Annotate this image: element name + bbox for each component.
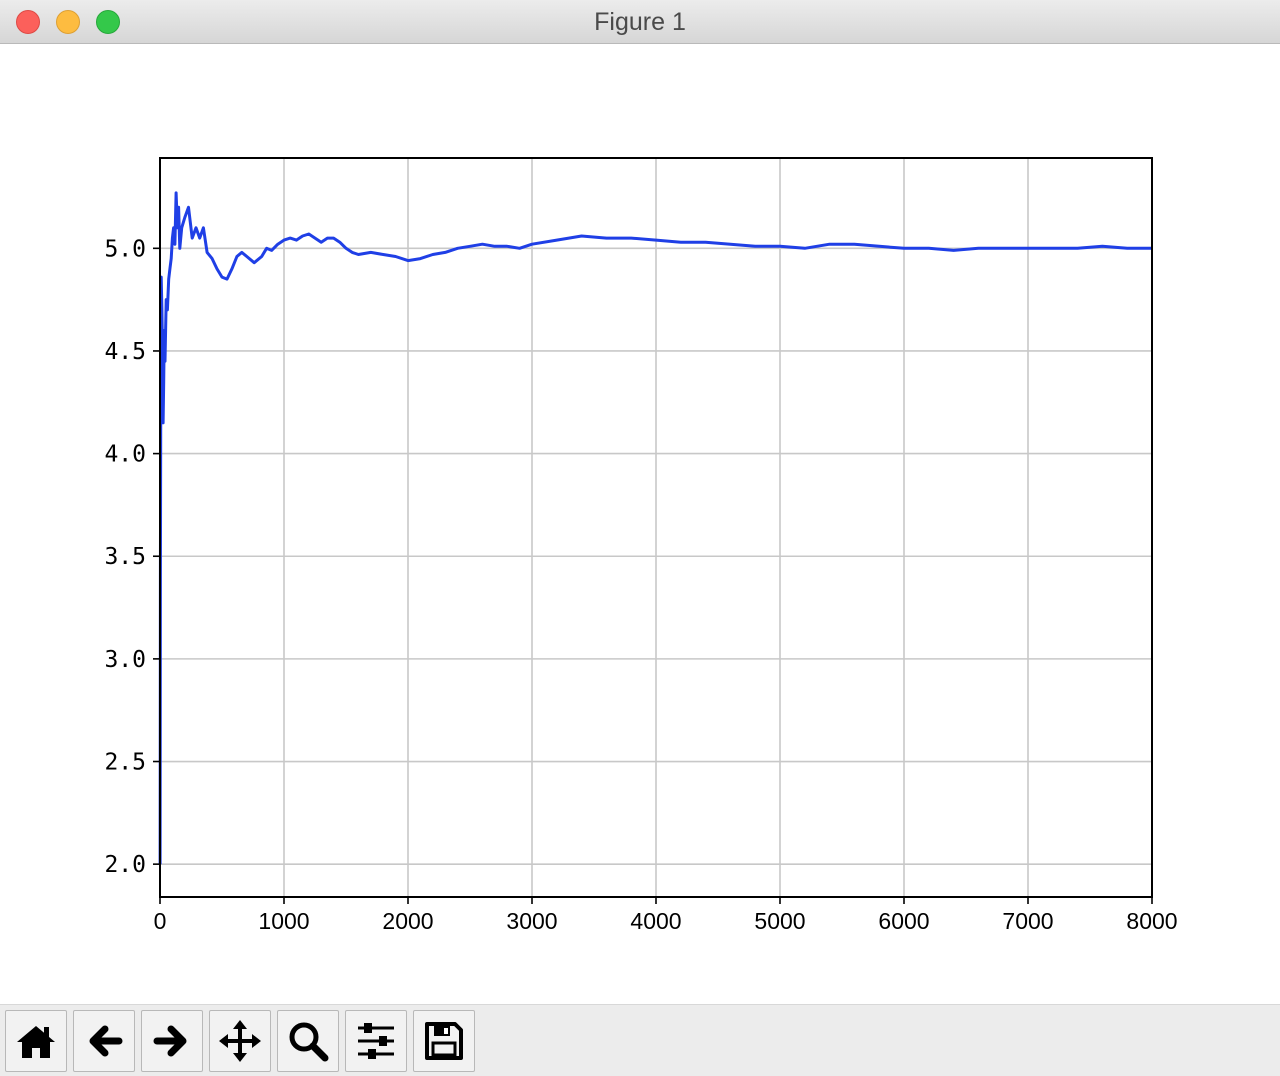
window-title: Figure 1 [594, 8, 686, 36]
series-line [158, 191, 1152, 865]
arrow-right-icon [153, 1025, 187, 1057]
x-tick-label: 6000 [878, 908, 929, 934]
maximize-window-button[interactable] [96, 10, 120, 34]
configure-subplots-button[interactable] [345, 1010, 407, 1072]
x-tick-label: 2000 [382, 908, 433, 934]
x-tick-label: 4000 [630, 908, 681, 934]
window-titlebar: Figure 1 [0, 0, 1280, 44]
minimize-window-button[interactable] [56, 10, 80, 34]
home-icon [17, 1026, 55, 1058]
y-tick-label: 2.0 [104, 852, 146, 878]
y-tick-label: 3.0 [104, 647, 146, 673]
sliders-icon [358, 1023, 394, 1059]
x-tick-label: 0 [154, 908, 167, 934]
y-tick-label: 4.5 [104, 339, 146, 365]
y-tick-label: 4.0 [104, 442, 146, 468]
x-tick-label: 7000 [1002, 908, 1053, 934]
home-button[interactable] [5, 1010, 67, 1072]
x-tick-label: 8000 [1126, 908, 1177, 934]
line-chart: 0 1000 2000 3000 4000 5000 6000 7000 8000 2.0 2.5 3… [104, 157, 1178, 934]
back-button[interactable] [73, 1010, 135, 1072]
zoom-button[interactable] [277, 1010, 339, 1072]
magnifier-icon [289, 1022, 329, 1062]
close-window-button[interactable] [16, 10, 40, 34]
arrow-left-icon [89, 1025, 123, 1057]
forward-button[interactable] [141, 1010, 203, 1072]
x-tick-label: 5000 [754, 908, 805, 934]
pan-button[interactable] [209, 1010, 271, 1072]
figure-canvas[interactable]: 0 1000 2000 3000 4000 5000 6000 7000 8000 2.0 2.5 3… [0, 44, 1280, 1004]
navigation-toolbar [0, 1004, 1280, 1076]
y-tick-label: 3.5 [104, 544, 146, 570]
y-tick-label: 2.5 [104, 750, 146, 776]
save-button[interactable] [413, 1010, 475, 1072]
x-tick-label: 3000 [506, 908, 557, 934]
y-tick-label: 5.0 [104, 236, 146, 262]
x-tick-label: 1000 [258, 908, 309, 934]
move-icon [219, 1020, 261, 1062]
floppy-disk-icon [425, 1022, 463, 1060]
